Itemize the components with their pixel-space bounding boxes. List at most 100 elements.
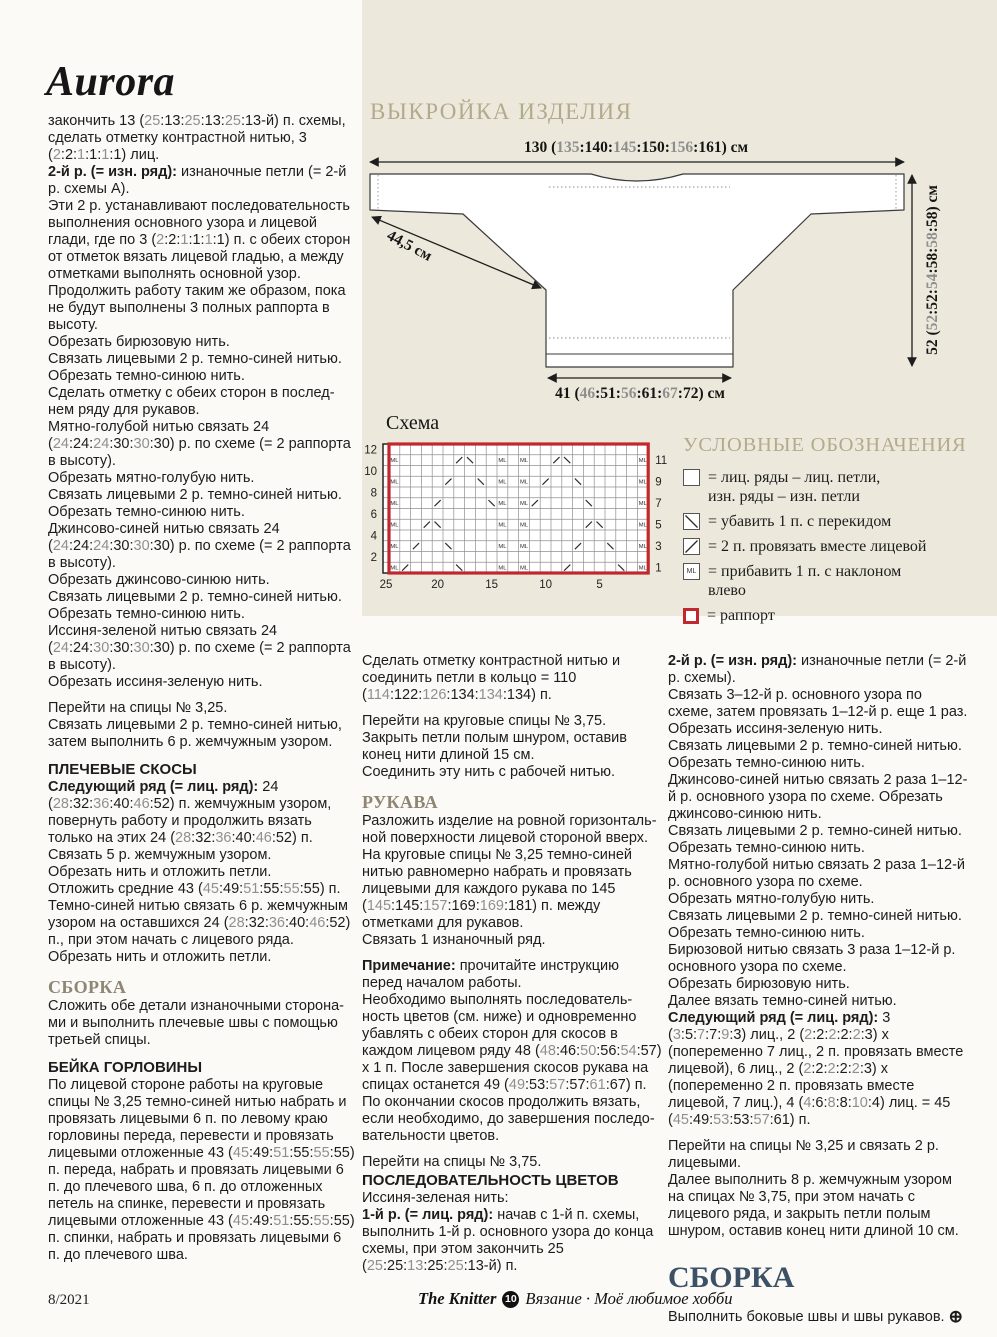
svg-text:2: 2 [371, 552, 377, 564]
paragraph: Обрезать темно-синюю нить. [48, 606, 245, 622]
svg-text:3: 3 [655, 541, 661, 553]
legend-item-text: = 2 п. провязать вместе лицевой [708, 538, 927, 555]
svg-text:12: 12 [364, 444, 377, 456]
legend-title: УСЛОВНЫЕ ОБОЗНАЧЕНИЯ [683, 434, 967, 456]
paragraph: Связать лицевыми 2 р. темно-синей нитью,… [48, 717, 342, 750]
svg-text:ML: ML [520, 523, 529, 529]
legend-item: = убавить 1 п. с перекидом [683, 512, 988, 531]
paragraph: Далее вязать темно-синей нитью. [668, 993, 897, 1009]
svg-text:ML: ML [639, 458, 648, 464]
footer: The Knitter 10 Вязание · Моё любимое хоб… [418, 1289, 733, 1309]
page-number-badge: 10 [502, 1290, 520, 1308]
paragraph-gap [362, 949, 662, 958]
paragraph: Иссиня-зеленая нить: [362, 1190, 509, 1206]
svg-text:6: 6 [371, 509, 377, 521]
svg-text:ML: ML [498, 480, 507, 486]
chart-title: Схема [386, 412, 440, 434]
paragraph: Связать 1 изнаночный ряд. [362, 932, 546, 948]
paragraph: 1-й р. (= лиц. ряд): начав с 1-й п. схем… [362, 1207, 654, 1274]
legend-item: = 2 п. провязать вместе лицевой [683, 537, 988, 556]
section-subheading: ПОСЛЕДОВАТЕЛЬНОСТЬ ЦВЕТОВ [362, 1172, 619, 1189]
paragraph-gap [48, 691, 355, 700]
paragraph-gap [362, 704, 662, 713]
end-of-pattern-icon: ⊕ [948, 1307, 963, 1326]
svg-text:10: 10 [364, 466, 377, 478]
section-subheading: ПЛЕЧЕВЫЕ СКОСЫ [48, 761, 197, 778]
svg-text:10: 10 [539, 579, 552, 591]
paragraph: Далее выполнить 8 р. жемчужным узором на… [668, 1172, 959, 1239]
paragraph: Связать лицевыми 2 р. темно-синей нитью. [668, 823, 962, 839]
paragraph: Следующий ряд (= лиц. ряд): 3 (3:5:7:7:9… [668, 1010, 964, 1128]
bold-lead: Следующий ряд (= лиц. ряд): [668, 1010, 879, 1026]
major-section-heading: СБОРКА [668, 1261, 795, 1294]
paragraph: Перейти на спицы № 3,25 и связать 2 р. л… [668, 1138, 939, 1171]
paragraph-gap [362, 1145, 662, 1154]
svg-text:4: 4 [371, 530, 378, 542]
paragraph: 2-й р. (= изн. ряд): изнаночные петли (=… [48, 164, 347, 197]
svg-text:ML: ML [390, 566, 399, 572]
svg-text:ML: ML [520, 458, 529, 464]
paragraph-gap [668, 1240, 968, 1249]
svg-text:ML: ML [390, 501, 399, 507]
paragraph: Сложить обе детали изнаночными сторона­м… [48, 998, 344, 1048]
svg-text:ML: ML [639, 566, 648, 572]
svg-text:ML: ML [498, 566, 507, 572]
paragraph: Связать лицевыми 2 р. темно-синей нитью. [48, 487, 342, 503]
bold-lead: 1-й р. (= лиц. ряд): [362, 1207, 494, 1223]
svg-text:ML: ML [498, 523, 507, 529]
slip-decrease-symbol [683, 513, 700, 530]
svg-text:ML: ML [498, 458, 507, 464]
svg-text:ML: ML [520, 480, 529, 486]
svg-text:7: 7 [655, 498, 661, 510]
section-heading: РУКАВА [362, 792, 439, 812]
paragraph: Отложить средние 43 (45:49:51:55:55:55) … [48, 881, 341, 897]
paragraph: Связать лицевыми 2 р. темно-синей нитью. [48, 589, 342, 605]
svg-text:ML: ML [639, 480, 648, 486]
paragraph: Связать 5 р. жемчужным узором. [48, 847, 272, 863]
legend: УСЛОВНЫЕ ОБОЗНАЧЕНИЯ = лиц. ряды – лиц. … [683, 434, 988, 631]
legend-item-text: = раппорт [707, 607, 775, 624]
paragraph: Соединить эту нить с рабочей нитью. [362, 764, 616, 780]
svg-text:ML: ML [498, 501, 507, 507]
paragraph: Разложить изделие на ровной горизонталь­… [362, 813, 657, 846]
paragraph: Связать лицевыми 2 р. темно-синей нитью. [668, 908, 962, 924]
paragraph: Перейти на круговые спицы № 3,75. [362, 713, 607, 729]
svg-text:5: 5 [596, 579, 602, 591]
paragraph: Закрыть петли полым шнуром, оставив коне… [362, 730, 627, 763]
svg-text:9: 9 [655, 477, 661, 489]
legend-item: = раппорт [683, 606, 988, 625]
paragraph: Обрезать темно-синюю нить. [668, 755, 865, 771]
svg-text:15: 15 [485, 579, 498, 591]
column-left: закончить 13 (25:13:25:13:25:13-й) п. сх… [48, 113, 355, 1264]
paragraph: Джинсово-синей нитью связать 2 раза 1–12… [668, 772, 968, 822]
footer-issue-date: 8/2021 [48, 1292, 90, 1308]
paragraph: Следующий ряд (= лиц. ряд): 24 (28:32:36… [48, 779, 332, 846]
paragraph: Перейти на спицы № 3,75. [362, 1154, 542, 1170]
paragraph-gap [362, 781, 662, 790]
svg-text:ML: ML [390, 523, 399, 529]
paragraph: Обрезать темно-синюю нить. [48, 368, 245, 384]
svg-text:ML: ML [520, 501, 529, 507]
legend-item: ML = прибавить 1 п. с наклоном влево [683, 562, 988, 600]
paragraph-gap [48, 1049, 355, 1058]
make-one-left-symbol: ML [683, 563, 700, 580]
paragraph: Необходимо выполнять последователь­ность… [362, 992, 662, 1144]
paragraph: Обрезать иссиня-зеленую нить. [48, 674, 263, 690]
paragraph: Примечание: прочитайте инструкцию перед … [362, 958, 620, 991]
svg-text:1: 1 [655, 563, 661, 575]
paragraph: Обрезать джинсово-синюю нить. [48, 572, 270, 588]
diagram-height-label: 52 (52:52:54:58:58:58) см [924, 185, 941, 355]
svg-text:ML: ML [390, 480, 399, 486]
paragraph: На круговые спицы № 3,25 темно-синей нит… [362, 847, 633, 931]
paragraph: Связать 3–12-й р. основного узора по схе… [668, 687, 968, 720]
paragraph: По лицевой стороне работы на круговые сп… [48, 1077, 355, 1263]
sweater-schematic [369, 157, 917, 383]
svg-text:ML: ML [520, 544, 529, 550]
paragraph: Эти 2 р. устанавливают последователь­нос… [48, 198, 351, 282]
svg-text:5: 5 [655, 520, 661, 532]
paragraph-gap [48, 966, 355, 975]
footer-tagline: Вязание · Моё любимое хобби [525, 1289, 733, 1308]
svg-text:ML: ML [639, 501, 648, 507]
paragraph: Джинсово-синей нитью связать 24 (24:24:2… [48, 521, 351, 571]
